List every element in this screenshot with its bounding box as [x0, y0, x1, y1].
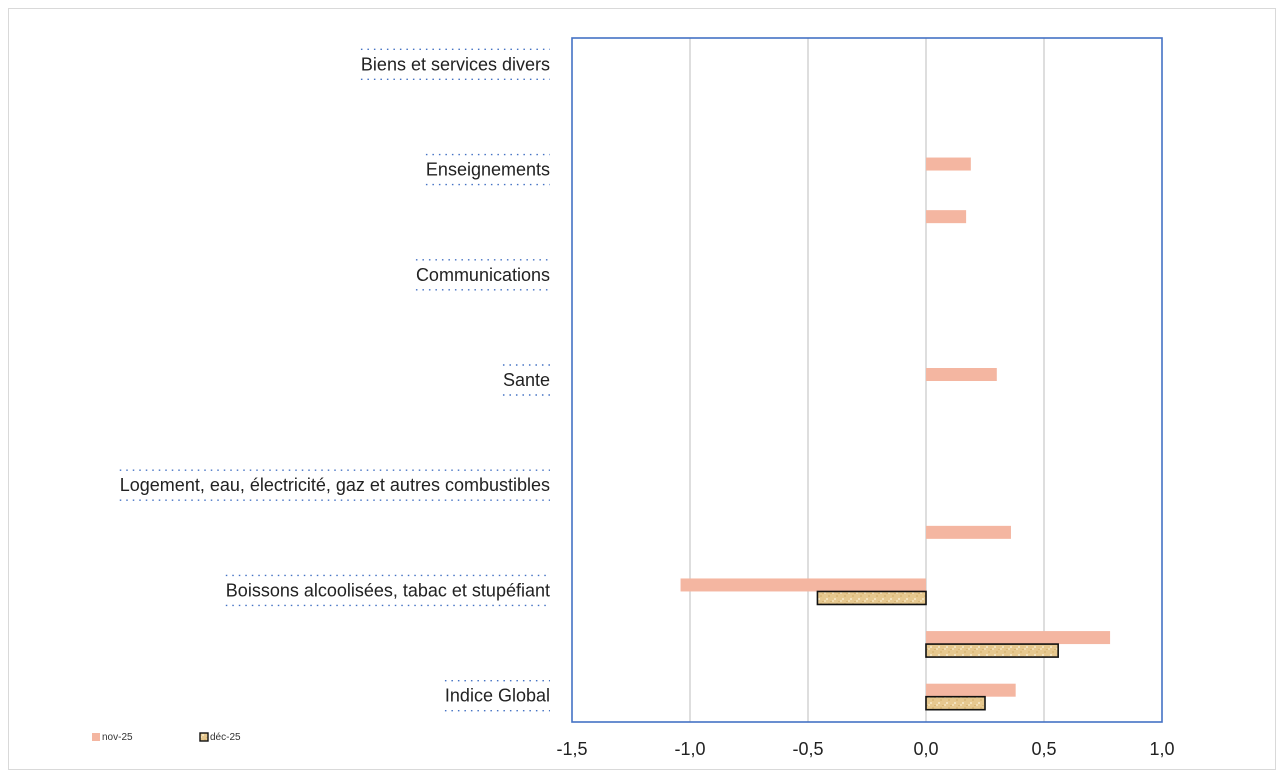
category-labels: Indice Global Boissons alcoolisées, tabac…	[119, 48, 550, 712]
bar-nov-25	[926, 157, 971, 171]
bar-dec-25	[925, 643, 1059, 658]
x-tick-label: -1,0	[674, 739, 705, 759]
category-label: Biens et services divers	[361, 54, 550, 74]
bars	[680, 157, 1111, 711]
bar-nov-25	[926, 210, 967, 224]
legend: nov-25 déc-25	[92, 732, 241, 743]
category-label: Sante	[503, 370, 550, 390]
x-tick-label: 0,0	[913, 739, 938, 759]
bar-nov-25	[926, 368, 997, 381]
x-tick-label: -1,5	[556, 739, 587, 759]
legend-label-nov-25: nov-25	[102, 732, 133, 743]
bar-nov-25	[926, 683, 1016, 697]
legend-swatch-nov-25	[92, 733, 100, 741]
bar-nov-25	[926, 525, 1011, 539]
bar-nov-25	[926, 631, 1111, 645]
x-axis-tick-labels: -1,5 -1,0 -0,5 0,0 0,5 1,0	[556, 739, 1174, 759]
category-label: Communications	[416, 265, 550, 285]
x-tick-label: 1,0	[1149, 739, 1174, 759]
bar-nov-25	[680, 578, 926, 592]
bar-dec-25	[925, 695, 986, 711]
bar-dec-25	[816, 590, 927, 606]
category-label: Logement, eau, électricité, gaz et autre…	[120, 475, 550, 495]
category-label: Indice Global	[445, 686, 550, 706]
legend-label-dec-25: déc-25	[210, 732, 241, 743]
plot-area-border	[571, 37, 1163, 723]
category-label: Boissons alcoolisées, tabac et stupéfian…	[226, 580, 550, 600]
x-tick-label: -0,5	[792, 739, 823, 759]
x-tick-label: 0,5	[1031, 739, 1056, 759]
legend-swatch-dec-25	[199, 732, 209, 742]
category-label: Enseignements	[426, 160, 550, 180]
